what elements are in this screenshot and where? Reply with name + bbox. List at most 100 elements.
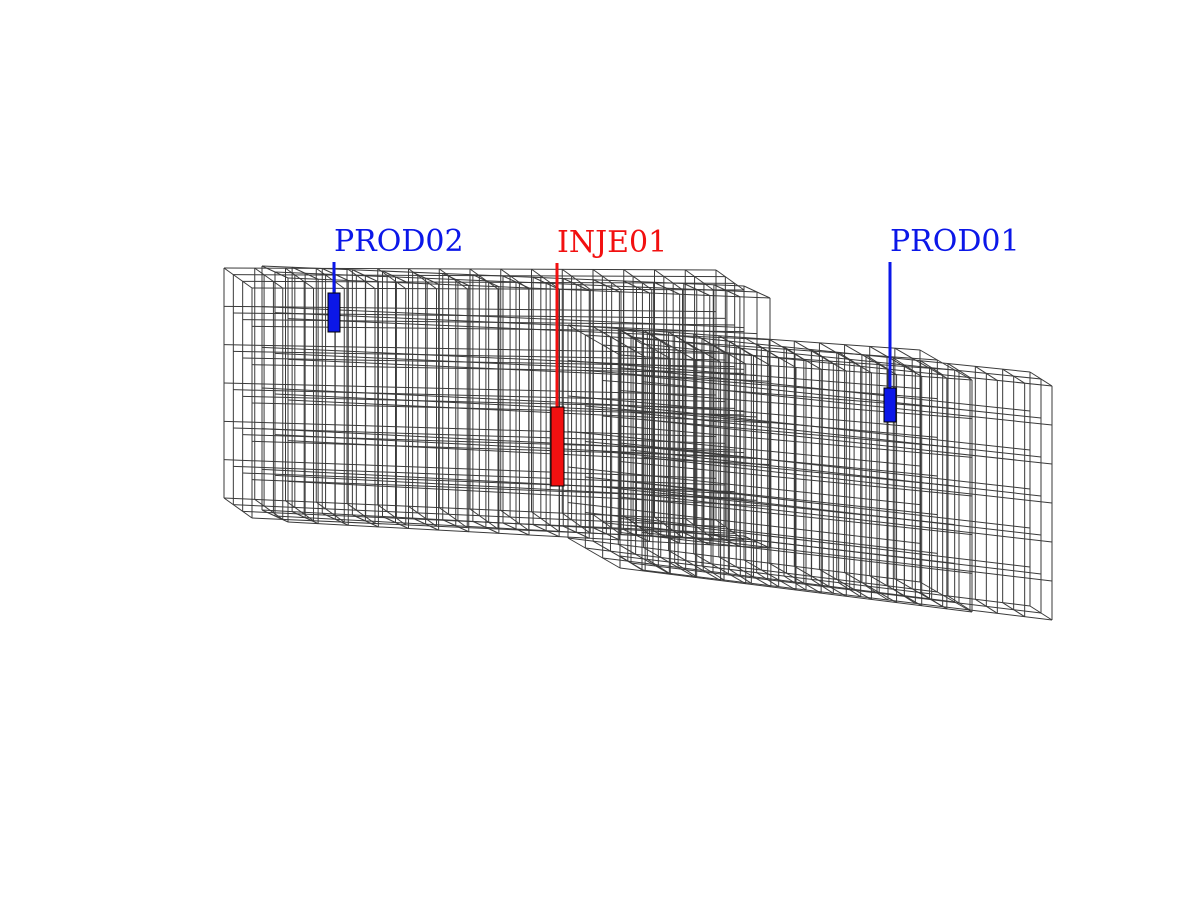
grid-line <box>653 281 680 295</box>
grid-line <box>532 276 560 290</box>
grid-line <box>647 558 670 574</box>
grid-line <box>893 357 916 373</box>
grid-line <box>683 283 710 296</box>
grid-line <box>630 562 1042 614</box>
well-inje01: INJE01 <box>550 225 667 487</box>
grid-line <box>223 497 253 519</box>
grid-line <box>531 268 560 290</box>
grid-line <box>469 268 499 290</box>
grid-line <box>291 511 319 525</box>
grid-line <box>947 595 971 611</box>
grid-line <box>438 507 468 529</box>
grid-line <box>592 514 622 535</box>
grid-line <box>1029 605 1053 621</box>
grid-line <box>718 556 772 588</box>
grid-line <box>382 516 409 529</box>
grid-line <box>352 514 379 528</box>
grid-line <box>619 442 1031 490</box>
grid-line <box>701 565 725 581</box>
grid-line <box>756 343 779 359</box>
grid-line <box>647 332 670 348</box>
grid-line <box>729 568 752 584</box>
grid-line <box>315 267 345 289</box>
well-inje01-perforation <box>550 406 565 487</box>
grid-line <box>1029 371 1053 387</box>
grid-line <box>619 517 1031 568</box>
grid-line <box>531 511 560 533</box>
grid-line <box>567 324 621 356</box>
grid-line <box>713 284 741 298</box>
grid-line <box>593 279 620 293</box>
grid-line <box>623 280 650 294</box>
well-prod02-perforation <box>327 292 341 333</box>
grid-line <box>291 266 319 280</box>
grid-line <box>352 269 379 283</box>
grid-line <box>794 565 847 597</box>
grid-line <box>261 509 289 523</box>
grid-line <box>630 374 1042 419</box>
grid-line <box>630 336 1042 380</box>
grid-line <box>674 562 697 578</box>
grid-line <box>408 505 437 527</box>
grid-line <box>1002 368 1025 384</box>
grid-line <box>641 494 1053 543</box>
grid-line <box>715 269 745 291</box>
well-prod02-label: PROD02 <box>334 224 464 259</box>
grid-line <box>346 268 376 289</box>
grid-line <box>641 456 1053 504</box>
grid-line <box>811 578 834 594</box>
grid-line <box>641 343 1053 387</box>
grid-line <box>261 265 289 279</box>
grid-line <box>919 581 973 613</box>
grid-line <box>619 555 1031 607</box>
grid-line <box>701 337 725 353</box>
grid-line <box>838 582 861 598</box>
grid-line <box>743 285 771 299</box>
grid-line <box>412 271 439 285</box>
well-inje01-label: INJE01 <box>557 225 667 260</box>
grid-line <box>975 365 998 381</box>
grid-line <box>593 527 620 541</box>
grid-line <box>472 274 500 288</box>
grid-line <box>1002 602 1025 618</box>
grid-line <box>618 328 671 360</box>
grid-line <box>619 555 643 571</box>
grid-line <box>975 598 998 614</box>
grid-line <box>684 518 714 540</box>
grid-line <box>322 512 349 526</box>
grid-line <box>630 487 1042 536</box>
grid-line <box>619 367 1031 412</box>
grid-line <box>382 270 409 284</box>
grid-line <box>500 509 530 531</box>
grid-line <box>865 585 889 601</box>
grid-line <box>469 508 499 530</box>
grid-line <box>641 381 1053 426</box>
grid-line <box>619 329 643 345</box>
grid-line <box>619 480 1031 529</box>
grid-line <box>567 537 621 569</box>
grid-line <box>472 520 500 534</box>
grid-line <box>641 531 1053 582</box>
grid-line <box>315 501 345 523</box>
grid-line <box>783 575 807 591</box>
grid-line <box>756 572 779 588</box>
grid-line <box>729 340 752 356</box>
well-prod01: PROD01 <box>883 224 1020 423</box>
well-prod01-perforation <box>883 387 897 423</box>
grid-line <box>502 522 530 536</box>
grid-line <box>641 418 1053 465</box>
grid-line <box>532 524 560 538</box>
grid-line <box>619 329 1031 373</box>
grid-line <box>442 519 469 533</box>
grid-line <box>641 569 1053 621</box>
grid-line <box>947 363 971 379</box>
grid-line <box>630 411 1042 458</box>
grid-line <box>920 360 943 376</box>
grid-line <box>811 349 834 365</box>
grid-line <box>619 404 1031 451</box>
grid-line <box>920 592 943 608</box>
reservoir-grid-mesh <box>223 265 1053 621</box>
grid-line <box>743 559 797 591</box>
grid-line <box>783 346 807 362</box>
